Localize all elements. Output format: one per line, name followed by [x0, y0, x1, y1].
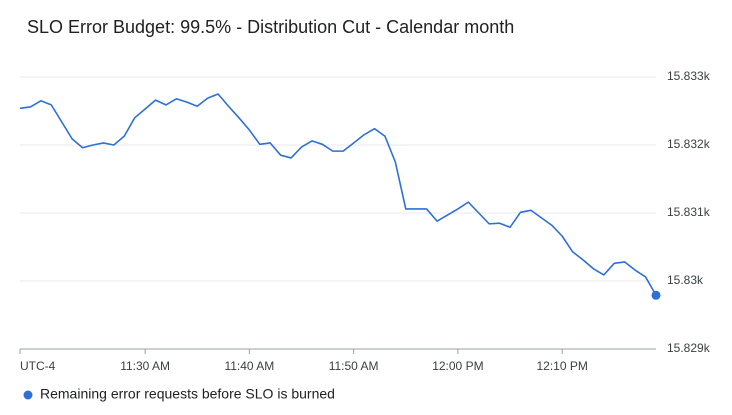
- y-tick-label: 15.83k: [667, 273, 704, 287]
- x-tick-label: 11:40 AM: [224, 359, 274, 373]
- y-tick-label: 15.833k: [667, 69, 711, 83]
- series-line: [19, 93, 657, 296]
- legend-marker: [23, 390, 33, 400]
- x-tick-label: 12:00 PM: [432, 359, 483, 373]
- timezone-label: UTC-4: [20, 359, 56, 373]
- last-point: [651, 290, 661, 300]
- y-tick-label: 15.832k: [667, 137, 711, 151]
- y-tick-label: 15.831k: [667, 205, 711, 219]
- y-tick-label: 15.829k: [667, 341, 711, 355]
- legend-label: Remaining error requests before SLO is b…: [40, 386, 335, 402]
- x-tick-label: 12:10 PM: [536, 359, 587, 373]
- x-tick-label: 11:50 AM: [329, 359, 379, 373]
- chart-title: SLO Error Budget: 99.5% - Distribution C…: [27, 17, 514, 37]
- x-tick-label: 11:30 AM: [120, 359, 170, 373]
